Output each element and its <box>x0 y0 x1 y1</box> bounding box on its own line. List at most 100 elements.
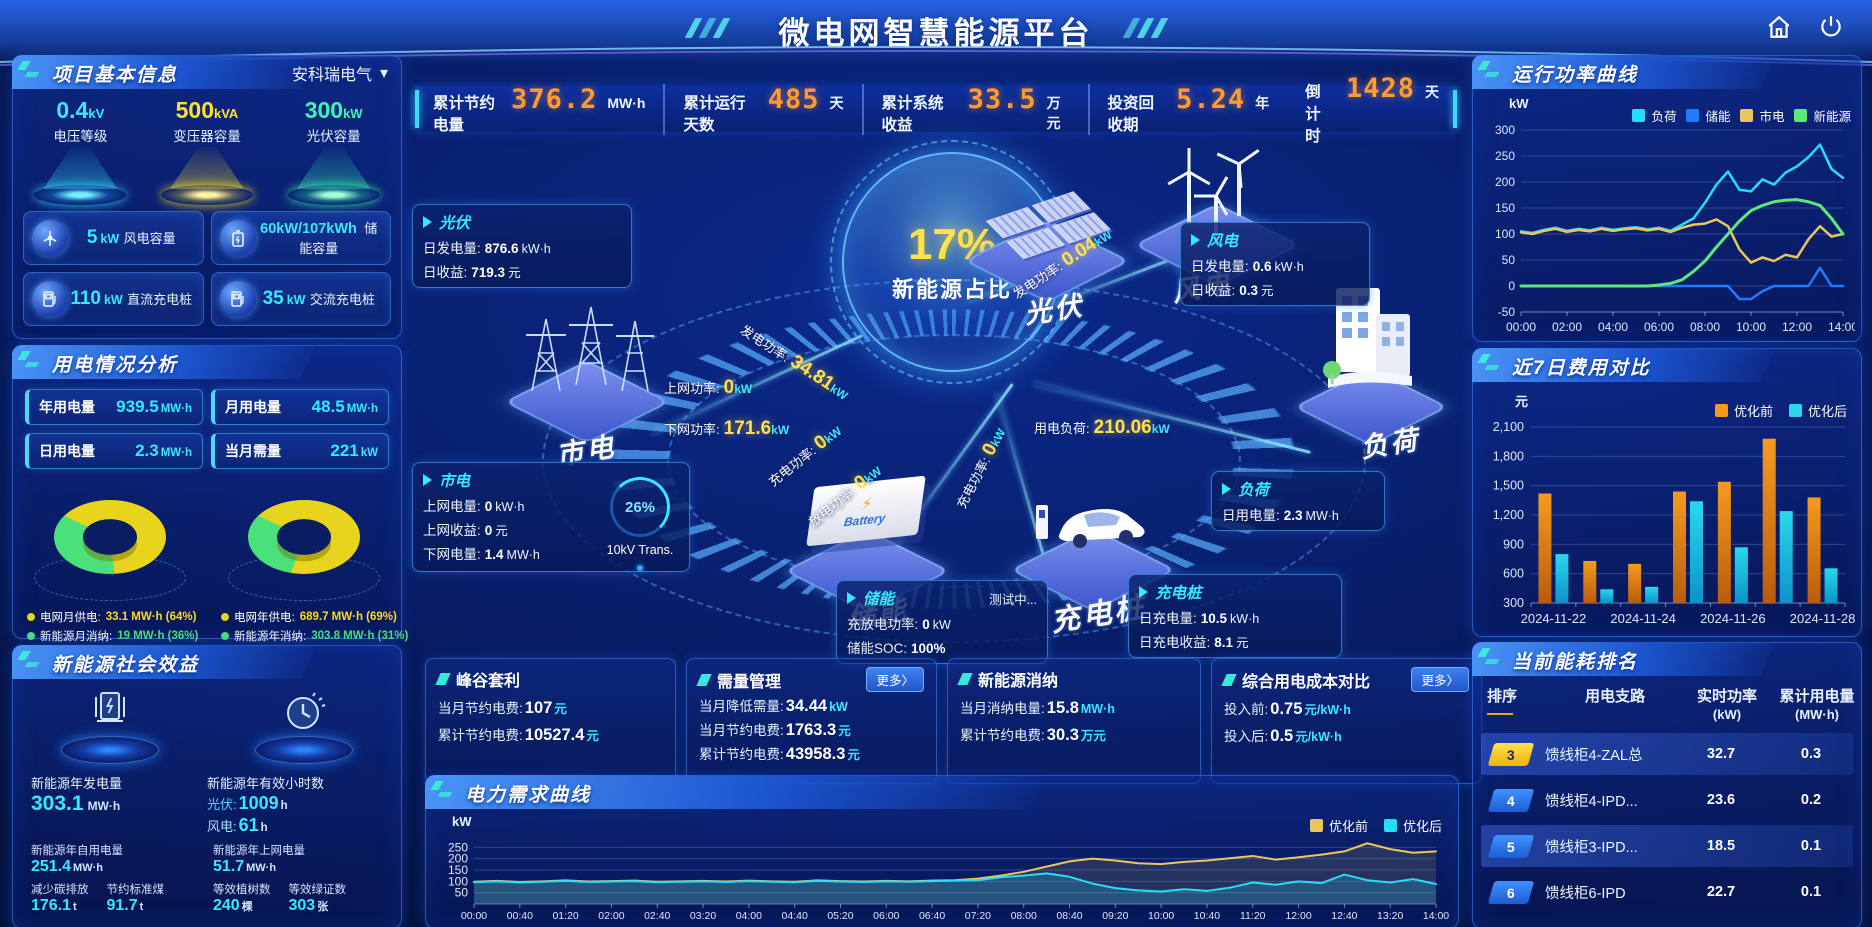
card-ornament-icon <box>957 673 973 685</box>
panel-power-curve: 运行功率曲线 kW 负荷 储能 市电 新能源 -50 0 50 100 150 200 25… <box>1472 55 1862 342</box>
legend-swatch-before <box>1714 404 1728 417</box>
header-power: 实时功率 (kW) <box>1696 688 1757 722</box>
table-row[interactable]: 4 馈线柜4-IPD... 23.6 0.2 <box>1481 779 1853 821</box>
table-row[interactable]: 6 馈线柜6-IPD 22.7 0.1 <box>1481 871 1853 913</box>
svg-text:14:00: 14:00 <box>1828 320 1855 334</box>
storage-status: 测试中... <box>989 592 1037 607</box>
rank-badge: 5 <box>1487 834 1535 858</box>
svg-text:300: 300 <box>1495 123 1515 137</box>
charger-icon <box>219 281 256 317</box>
svg-text:05:20: 05:20 <box>827 910 853 922</box>
rank-badge: 4 <box>1487 788 1535 812</box>
microgrid-diagram: 17% 新能源占比 光伏 风电 市电 <box>412 134 1460 664</box>
chevron-right-icon <box>1191 234 1200 246</box>
flow-offtake-power: 下网功率: 171.6kW <box>664 418 790 439</box>
rank-badge: 6 <box>1487 880 1535 904</box>
energy-value: 0.2 <box>1800 792 1822 808</box>
capacity-card-dc-charger: 110 kW 直流充电桩 <box>23 272 204 326</box>
svg-text:1,200: 1,200 <box>1493 508 1524 522</box>
year-supply-donut: 电网年供电: 689.7 MW·h (69%) 新能源年消纳: 303.8 MW·h… <box>215 479 408 644</box>
cost-compare-chart: 300 600 900 1,200 1,500 1,800 2,100 2024-11-22 2… <box>1477 389 1856 631</box>
transformer-value: 500 <box>175 97 214 123</box>
svg-text:00:00: 00:00 <box>461 910 487 922</box>
svg-text:07:20: 07:20 <box>965 910 991 922</box>
power-icon[interactable] <box>1818 14 1844 40</box>
company-name: 安科瑞电气 <box>291 67 372 84</box>
energy-value: 0.3 <box>1800 746 1822 762</box>
svg-text:250: 250 <box>448 840 468 854</box>
panel-demand-curve: 电力需求曲线 kW 优化前 优化后 50 100 150 200 250 00:00 00:… <box>425 775 1459 927</box>
y-axis-unit: kW <box>452 814 472 829</box>
svg-text:04:00: 04:00 <box>1598 320 1628 334</box>
light-cone <box>169 147 244 189</box>
svg-text:150: 150 <box>448 863 468 877</box>
y-axis-unit: kW <box>1509 96 1529 111</box>
kpi-run-days: 累计运行天数 485 天 <box>663 83 861 135</box>
svg-text:900: 900 <box>1503 537 1524 551</box>
cost-compare-legend: 优化前 优化后 <box>1714 401 1847 420</box>
panel-usage-analysis: 用电情况分析 年用电量 939.5 MW·h 月用电量 48.5 MW·h 日用电量 2.… <box>12 345 408 643</box>
glow-base <box>160 185 253 205</box>
svg-text:09:20: 09:20 <box>1102 910 1128 922</box>
self-use-stat: 新能源年自用电量 251.4 MW·h <box>31 845 123 875</box>
load-label: 负荷 <box>1358 424 1423 464</box>
legend-swatch-after <box>1788 404 1802 417</box>
svg-text:50: 50 <box>1502 253 1516 267</box>
svg-text:06:40: 06:40 <box>919 910 945 922</box>
home-icon[interactable] <box>1766 14 1792 40</box>
branch-name: 馈线柜4-IPD... <box>1545 793 1638 810</box>
node-grid: 市电 <box>500 299 680 474</box>
svg-text:1,500: 1,500 <box>1493 479 1524 493</box>
chevron-down-icon: ▾ <box>379 65 388 82</box>
kpi-countdown: 倒计时 1428 天 <box>1305 72 1440 145</box>
svg-text:04:00: 04:00 <box>736 910 762 922</box>
glow-base <box>34 185 127 205</box>
company-dropdown[interactable]: 安科瑞电气 ▾ <box>292 61 388 85</box>
coal-saved-stat: 节约标准煤 91.7 t <box>106 884 165 914</box>
chevron-right-icon <box>423 216 432 228</box>
legend-grid-year: 电网年供电: 689.7 MW·h (69%) <box>221 609 397 625</box>
spotlight-voltage: 0.4kV 电压等级 <box>21 97 139 205</box>
svg-text:1,800: 1,800 <box>1493 449 1524 463</box>
corner-ornament-icon <box>1477 354 1500 374</box>
donut-chart-year <box>248 500 360 574</box>
wind-info-box: 风电 日发电量: 0.6 kW·h 日收益: 0.3 元 <box>1180 222 1370 306</box>
more-button[interactable]: 更多〉 <box>866 667 924 692</box>
card-title: 需量管理 <box>717 673 782 691</box>
corner-ornament-icon <box>17 651 40 671</box>
svg-text:100: 100 <box>1495 227 1515 241</box>
rank-badge: 3 <box>1487 742 1535 766</box>
app-title: 微电网智慧能源平台 <box>778 16 1094 51</box>
load-info-box: 负荷 日用电量: 2.3 MW·h <box>1211 471 1385 531</box>
svg-text:02:00: 02:00 <box>598 910 624 922</box>
svg-text:14:00: 14:00 <box>1423 910 1449 922</box>
pedestal-base <box>255 736 353 764</box>
power-value: 18.5 <box>1706 838 1736 854</box>
panel-header-usage: 用电情况分析 <box>12 345 402 379</box>
power-value: 22.7 <box>1706 884 1736 900</box>
svg-text:10:00: 10:00 <box>1736 320 1766 334</box>
card-title: 峰谷套利 <box>456 673 521 690</box>
header-rank: 排序 <box>1487 688 1545 723</box>
transformer-label: 变压器容量 <box>173 129 241 144</box>
hours-pedestal <box>244 687 364 771</box>
panel-title: 近7日费用对比 <box>1512 358 1651 379</box>
ranking-rows: 3 馈线柜4-ZAL总 32.7 0.3 4 馈线柜4-IPD... 23.6 … <box>1473 727 1861 913</box>
svg-text:50: 50 <box>455 886 469 900</box>
more-button[interactable]: 更多〉 <box>1411 667 1469 692</box>
node-pv: 光伏 <box>960 162 1140 337</box>
panel-title: 项目基本信息 <box>52 65 179 86</box>
effective-hours-stat: 新能源年有效小时数 光伏: 1009 h 风电: 61 h <box>207 776 325 835</box>
table-row[interactable]: 3 馈线柜4-ZAL总 32.7 0.3 <box>1481 733 1853 775</box>
panel-title: 运行功率曲线 <box>1512 65 1639 86</box>
capacity-card-storage: 60kW/107kWh 储能容量 <box>210 211 391 265</box>
legend-swatch-after <box>1383 819 1397 832</box>
pv-capacity-value: 300 <box>304 97 344 123</box>
panel-header-cost-compare: 近7日费用对比 <box>1472 348 1862 382</box>
kpi-revenue: 累计系统收益 33.5 万元 <box>861 83 1088 135</box>
wind-capacity-label: 风电容量 <box>123 231 176 246</box>
table-row[interactable]: 5 馈线柜3-IPD... 18.5 0.1 <box>1481 825 1853 867</box>
solar-energy-icon <box>95 692 125 722</box>
corner-ornament-icon <box>1477 61 1500 81</box>
